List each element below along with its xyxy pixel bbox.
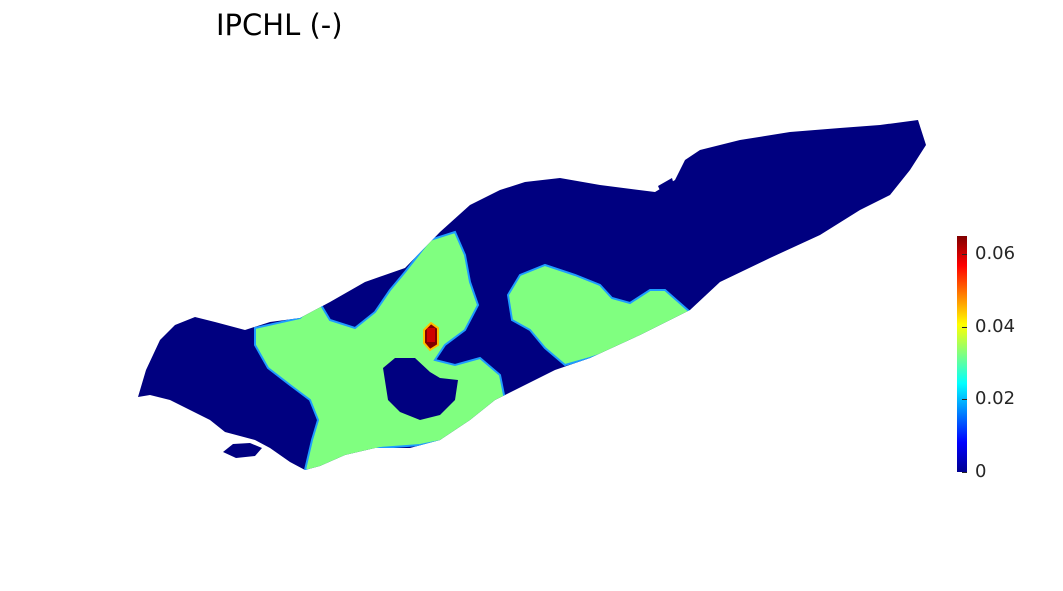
island — [223, 443, 262, 458]
island — [262, 408, 270, 416]
colorbar — [957, 236, 967, 472]
colorbar-tick-mark — [962, 254, 967, 256]
island — [658, 178, 676, 195]
colorbar-tick-mark — [962, 472, 967, 473]
colorbar-tick-label: 0 — [975, 461, 987, 482]
mid-concentration-zone-east — [506, 263, 692, 367]
colorbar-tick-mark — [962, 326, 967, 328]
colorbar-tick-label: 0.02 — [975, 388, 1016, 410]
island — [248, 394, 258, 407]
colorbar-tick-label: 0.04 — [975, 315, 1016, 337]
colorbar-tick-mark — [962, 399, 967, 401]
peak-concentration-core — [427, 328, 435, 342]
plot-title: IPCHL (-) — [216, 8, 343, 42]
background-pocket-south — [383, 358, 458, 420]
colorbar-tick-label: 0.06 — [975, 243, 1016, 265]
